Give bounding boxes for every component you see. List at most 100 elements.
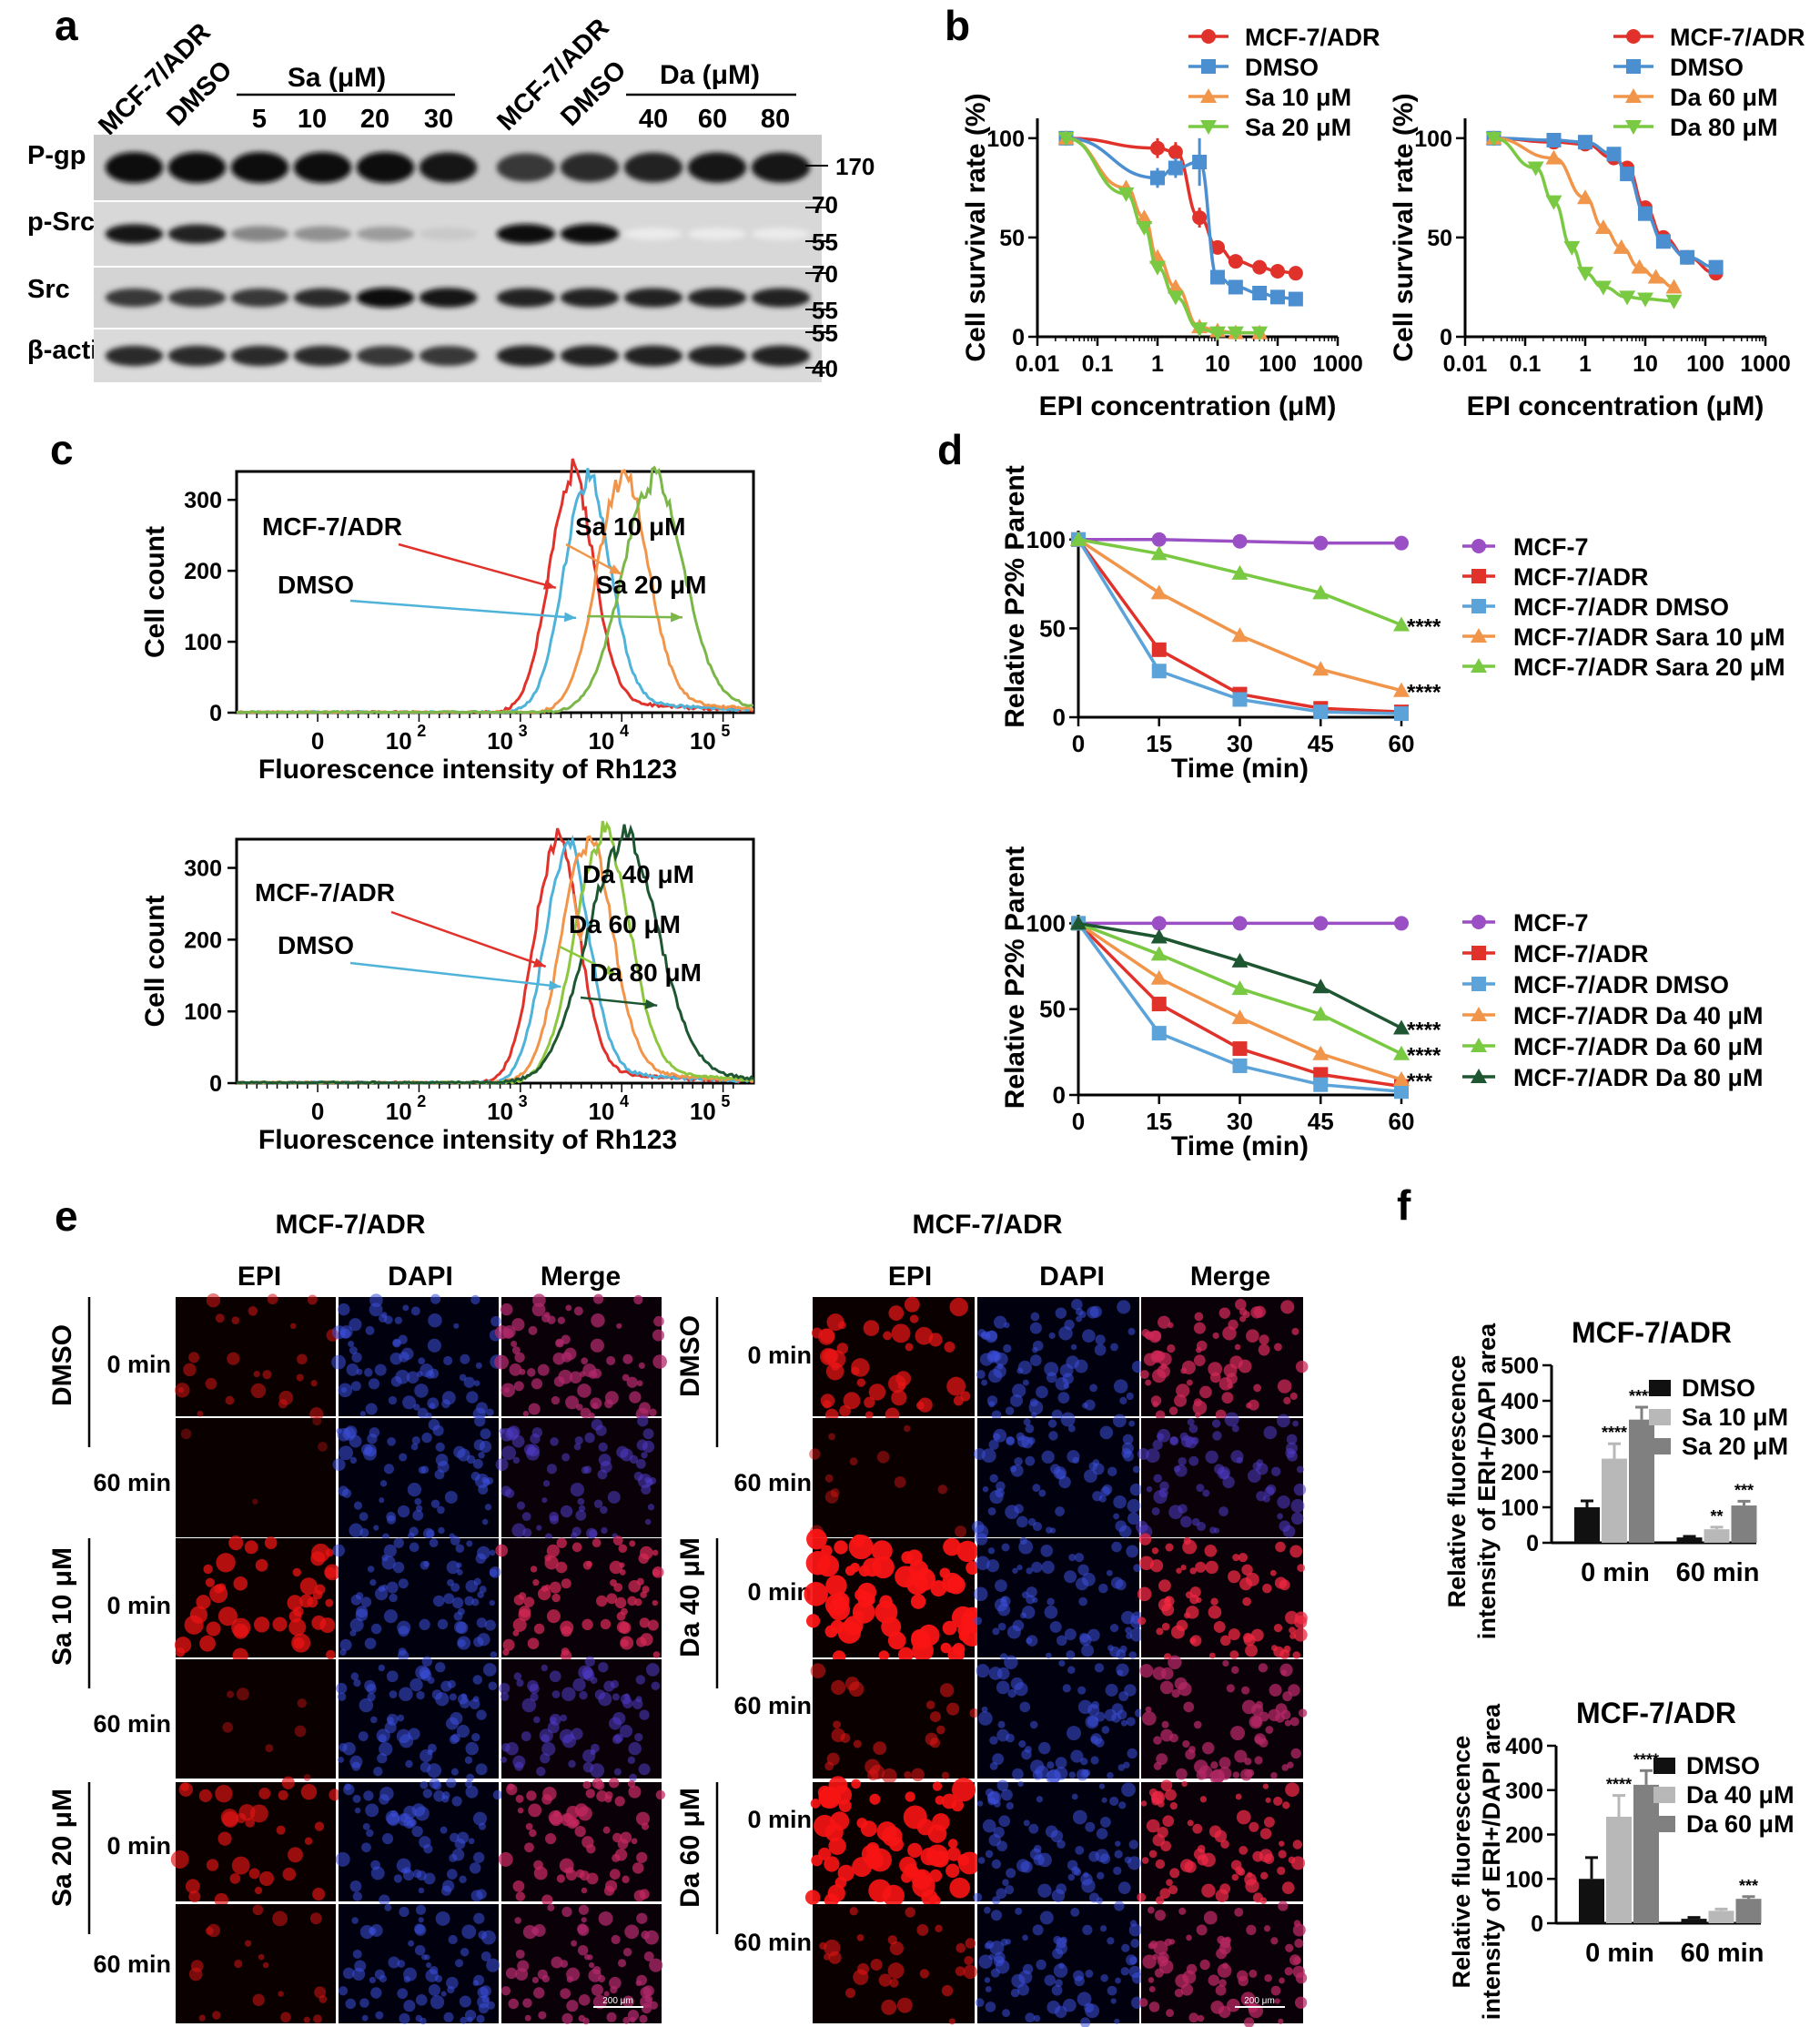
micro-left-cell-2-1-20	[339, 1638, 352, 1651]
micro-left-cell-2-2-13	[652, 1549, 659, 1556]
micro-right-tiles: 200 μm	[804, 1296, 1309, 2027]
micro-left-cell-3-2-17	[612, 1693, 620, 1701]
micro-right-cell-4-1-24	[1067, 1873, 1076, 1881]
micro-left-cell-2-2-61	[609, 1560, 623, 1575]
micro-left-cell-3-2-23	[579, 1690, 588, 1700]
micro-right-cell-2-1-42	[986, 1559, 1000, 1573]
c1-annotation-3: Sa 20 μM	[596, 571, 706, 599]
micro-right-cell-3-2-18	[1153, 1761, 1162, 1770]
micro-right-cell-0-1-39	[1032, 1346, 1038, 1353]
micro-right-cell-1-0-44	[824, 1490, 839, 1504]
micro-right-cell-0-1-16	[1046, 1372, 1057, 1383]
micro-right-cell-5-2-17	[1278, 1900, 1289, 1911]
b2-xtick-5: 1000	[1740, 351, 1791, 377]
micro-right-cell-1-1-47	[1014, 1504, 1024, 1514]
f2-ytick-0: 0	[1531, 1911, 1543, 1937]
micro-left-cell-1-1-57	[349, 1523, 363, 1538]
micro-left-cell-2-1-15	[374, 1586, 389, 1601]
blot-left-pgp-band-3	[293, 152, 352, 183]
micro-right-cell-5-1-38	[984, 1977, 991, 1983]
micro-left-cell-2-2-40	[512, 1629, 520, 1637]
micro-right-cell-0-2-69	[1176, 1383, 1190, 1398]
micro-left-cell-1-1-38	[410, 1443, 419, 1451]
micro-left-cell-3-1-39	[389, 1690, 398, 1698]
micro-left-cell-0-0-67	[296, 1373, 304, 1382]
micro-right-cell-5-0-22	[963, 1964, 977, 1980]
micro-left-cell-4-2-12	[517, 1807, 524, 1814]
micro-right-cell-1-1-32	[973, 1447, 986, 1461]
micro-right-cell-1-2-9	[1136, 1520, 1148, 1534]
micro-right-cell-4-0-66	[912, 1874, 935, 1898]
micro-left-cell-2-2-14	[581, 1618, 593, 1631]
micro-right-cell-4-1-34	[1001, 1789, 1013, 1801]
c1-arrowhead-2	[609, 564, 622, 575]
micro-right-cell-2-1-24	[1012, 1567, 1018, 1575]
d1-point-mcf-7-adr-sara-10-m-4	[1393, 682, 1410, 697]
micro-right-cell-0-1-59	[1059, 1363, 1074, 1378]
micro-left-cell-1-2-44	[504, 1488, 515, 1498]
micro-left-cell-0-1-23	[470, 1294, 480, 1305]
micro-right-cell-5-1-3	[1120, 1967, 1129, 1976]
micro-left-cell-1-2-62	[501, 1445, 517, 1461]
micro-right-cell-0-2-61	[1168, 1322, 1174, 1329]
micro-right-cell-4-2-52	[1140, 1800, 1148, 1807]
micro-right-cell-1-1-69	[995, 1487, 1005, 1498]
micro-left-cell-5-2-6	[533, 1987, 545, 1999]
micro-right-cell-5-1-50	[1114, 2018, 1120, 2024]
micro-left-cell-5-1-51	[421, 1953, 428, 1961]
blot-right-src-band-0	[496, 288, 556, 308]
micro-right-cell-4-0-54	[931, 1850, 949, 1868]
micro-right-cell-5-2-35	[1270, 1937, 1279, 1945]
micro-right-cell-3-0-0	[911, 1768, 925, 1782]
micro-right-cell-5-1-27	[985, 2002, 996, 2012]
micro-right-cell-4-0-44	[932, 1781, 943, 1791]
micro-right-cell-3-2-16	[1270, 1771, 1278, 1779]
micro-left-cell-4-2-44	[609, 1778, 620, 1789]
micro-left-cell-2-1-66	[475, 1553, 487, 1565]
micro-right-cell-2-1-14	[1044, 1605, 1058, 1619]
micro-left-cell-2-0-35	[272, 1617, 288, 1632]
micro-left-cell-3-2-54	[590, 1749, 596, 1756]
micro-left-cell-3-0-39	[227, 1690, 235, 1698]
micro-right-cell-2-2-4	[1165, 1543, 1174, 1552]
micro-right-cell-5-2-69	[1243, 2017, 1255, 2027]
micro-right-cell-3-0-56	[831, 1728, 845, 1743]
f1-ylabel-line2: intensity of ERI+/DAPI area	[1473, 1323, 1501, 1639]
d1-point-mcf-7-adr-dmso-2	[1232, 692, 1248, 707]
micro-right-cell-5-1-48	[1074, 1975, 1085, 1987]
micro-right-cell-1-2-14	[1263, 1425, 1278, 1440]
d1-legend-marker-4	[1471, 658, 1487, 673]
micro-right-cell-5-2-14	[1203, 1910, 1218, 1925]
micro-right-cell-2-2-39	[1170, 1625, 1185, 1639]
micro-left-time-60b: 60 min	[93, 1710, 171, 1738]
micro-left-cell-2-2-22	[551, 1593, 561, 1603]
micro-right-cell-2-1-31	[1041, 1560, 1055, 1575]
micro-right-cell-2-2-40	[1250, 1628, 1264, 1642]
micro-right-cell-4-0-65	[837, 1864, 854, 1881]
micro-left-cell-2-2-66	[638, 1553, 650, 1565]
micro-left-cell-2-2-19	[561, 1578, 571, 1589]
micro-right-cell-0-2-22	[1199, 1385, 1212, 1399]
micro-left-cell-3-2-35	[540, 1753, 551, 1764]
micro-right-cell-5-1-7	[1002, 2009, 1010, 2018]
micro-right-cell-2-2-31	[1205, 1560, 1218, 1575]
micro-right-cell-5-2-49	[1148, 1906, 1155, 1914]
micro-right-cell-5-2-10	[1138, 1998, 1148, 2008]
micro-right-cell-5-2-68	[1240, 1992, 1256, 2007]
b1-point-sa-20-m-3	[1149, 260, 1166, 276]
micro-left-cell-4-2-56	[561, 1812, 574, 1827]
micro-left-cell-5-2-66	[505, 1967, 518, 1980]
micro-right-cell-3-1-29	[1117, 1764, 1126, 1771]
micro-left-cell-1-2-52	[578, 1505, 586, 1512]
micro-right-cell-2-2-53	[1161, 1622, 1170, 1631]
micro-left-cell-5-2-46	[611, 1934, 621, 1945]
micro-left-cell-5-1-55	[359, 1998, 369, 2008]
micro-left-cell-4-1-39	[457, 1831, 470, 1844]
micro-left-cell-2-1-60	[381, 1584, 388, 1591]
micro-right-cell-4-0-63	[852, 1857, 873, 1878]
micro-right-cell-0-1-40	[1029, 1322, 1042, 1334]
c2-arrow-1	[349, 961, 561, 988]
micro-right-cell-2-2-54	[1208, 1652, 1216, 1659]
c2-arrowhead-4	[644, 998, 658, 1009]
